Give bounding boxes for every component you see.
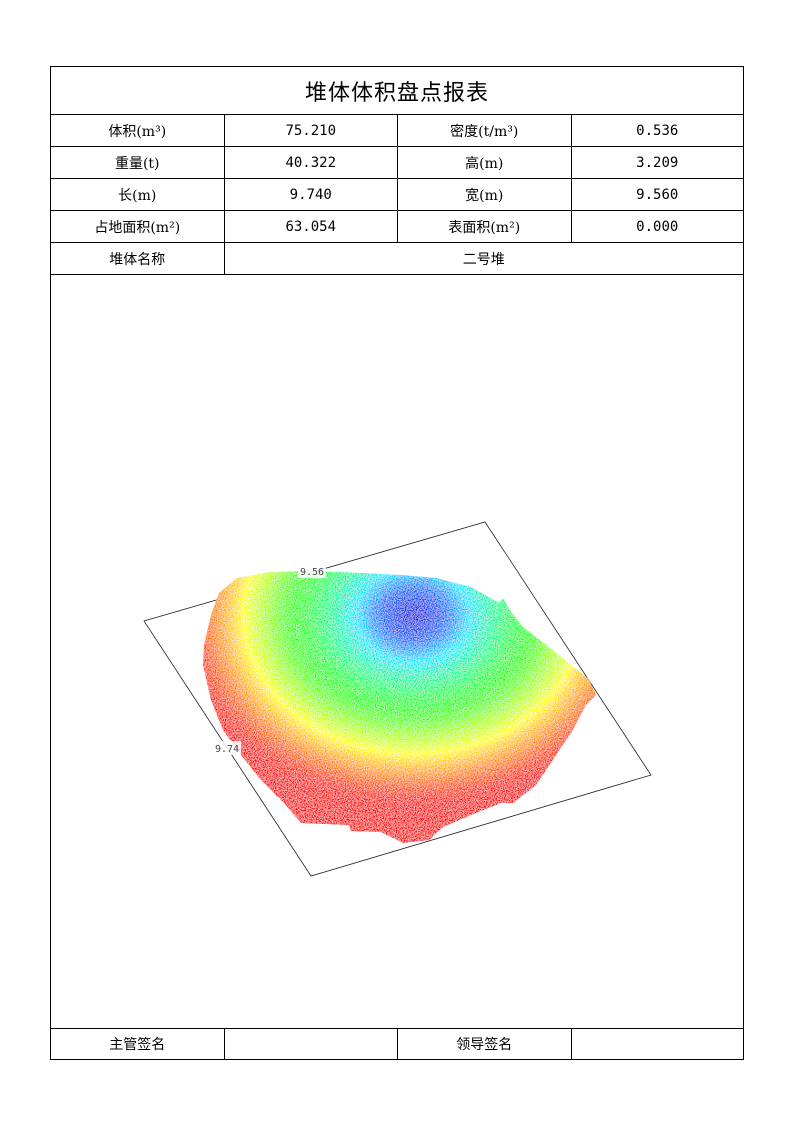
- table-row: 长(m) 9.740 宽(m) 9.560: [51, 179, 743, 211]
- width-label-bg: [298, 564, 326, 578]
- table-row: 重量(t) 40.322 高(m) 3.209: [51, 147, 743, 179]
- density-label: 密度(t/m³): [398, 115, 572, 146]
- signature-row: 主管签名 领导签名: [51, 1029, 743, 1059]
- report-title: 堆体体积盘点报表: [51, 67, 743, 115]
- leader-signature-field[interactable]: [572, 1029, 744, 1059]
- pile-heightmap-figure: 9.56 9.74: [51, 275, 743, 1029]
- pile-heightmap-svg: 9.56 9.74: [143, 521, 652, 877]
- length-value: 9.740: [225, 179, 398, 210]
- surface-area-value: 0.000: [636, 218, 679, 235]
- height-value: 3.209: [636, 154, 679, 171]
- bounding-box-outline: [143, 521, 652, 877]
- footprint-area-value: 63.054: [225, 211, 398, 242]
- pile-name-row: 堆体名称 二号堆: [51, 243, 743, 275]
- leader-signature-label: 领导签名: [398, 1029, 572, 1059]
- width-dimension-label: 9.56: [300, 567, 324, 578]
- weight-value: 40.322: [225, 147, 398, 178]
- width-value: 9.560: [636, 186, 679, 203]
- table-row: 占地面积(m²) 63.054 表面积(m²) 0.000: [51, 211, 743, 243]
- footprint-area-label: 占地面积(m²): [51, 211, 225, 242]
- weight-label: 重量(t): [51, 147, 225, 178]
- surface-area-label: 表面积(m²): [398, 211, 572, 242]
- pile-name-value: 二号堆: [462, 251, 505, 268]
- height-label: 高(m): [398, 147, 572, 178]
- length-dimension-label: 9.74: [215, 744, 239, 755]
- density-value: 0.536: [636, 122, 679, 139]
- pile-name-label: 堆体名称: [51, 243, 225, 274]
- volume-value: 75.210: [225, 115, 398, 146]
- supervisor-signature-label: 主管签名: [51, 1029, 225, 1059]
- length-label: 长(m): [51, 179, 225, 210]
- table-row: 体积(m³) 75.210 密度(t/m³) 0.536: [51, 115, 743, 147]
- length-label-bg: [213, 741, 241, 755]
- volume-label: 体积(m³): [51, 115, 225, 146]
- width-label: 宽(m): [398, 179, 572, 210]
- pile-point-cloud: [203, 571, 596, 843]
- supervisor-signature-field[interactable]: [225, 1029, 398, 1059]
- report-sheet: 堆体体积盘点报表 体积(m³) 75.210 密度(t/m³) 0.536 重量…: [50, 66, 744, 1060]
